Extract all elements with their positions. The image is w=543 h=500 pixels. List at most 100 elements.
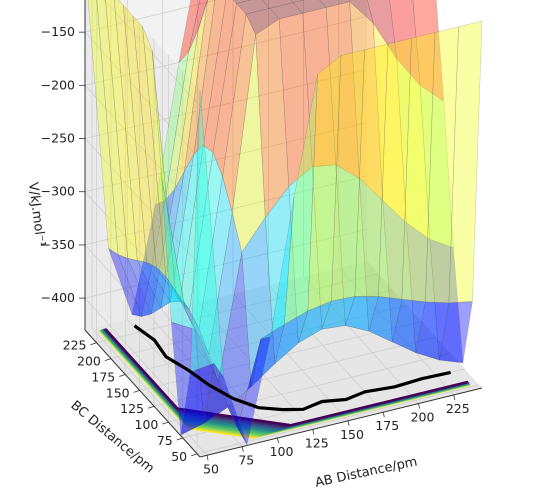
x-tick-label: 50 <box>203 461 219 476</box>
surface-patch <box>194 329 229 424</box>
x-tick <box>347 420 350 426</box>
surface-patch <box>122 4 157 268</box>
surface-patch <box>193 0 227 155</box>
trajectory <box>133 324 451 412</box>
surface-patch <box>290 0 305 3</box>
surface-patch <box>141 188 176 317</box>
surface-patch <box>274 310 309 365</box>
surface-patch <box>236 0 271 15</box>
y-tick <box>90 342 97 346</box>
y-tick-label: 150 <box>106 385 130 400</box>
surface-patch <box>312 164 346 330</box>
y-tick <box>147 405 155 409</box>
x-axis-label: AB Distance/pm <box>314 454 419 490</box>
surface-patch <box>87 0 119 256</box>
x-tick-label: 225 <box>446 401 470 416</box>
surface-patch <box>208 212 243 383</box>
surface-patch <box>156 267 190 311</box>
z-tick-label: −200 <box>41 77 75 92</box>
grid-line <box>84 244 201 373</box>
grid-line <box>84 138 201 266</box>
x-tick-labels: 50 75 100 125 150 175 200 225 <box>203 394 470 476</box>
surface-patch <box>349 1 384 202</box>
surface-patch <box>131 200 166 317</box>
x-tick <box>206 455 209 461</box>
grid-line <box>84 69 368 139</box>
surface-patch <box>151 50 186 311</box>
surface-patch <box>150 171 185 315</box>
y-tick-label: 200 <box>77 354 101 369</box>
surface-patch <box>406 222 440 361</box>
y-tick <box>190 453 198 457</box>
y-tick <box>133 389 140 393</box>
z-tick-label: −250 <box>41 131 75 146</box>
surface-patch <box>142 26 176 292</box>
surface-patch <box>344 296 379 332</box>
grid-line <box>84 15 368 86</box>
surface-patch <box>288 166 323 344</box>
contour-line <box>104 328 469 427</box>
x-tick-label: 150 <box>340 427 364 442</box>
surface-patch <box>331 49 365 302</box>
surface-patch <box>189 151 223 330</box>
surface-patch <box>184 309 219 382</box>
x-tick-label: 175 <box>375 418 399 433</box>
surface-patch <box>269 2 304 20</box>
grid-line <box>84 228 368 299</box>
surface-patch <box>260 197 295 340</box>
x-tick-label: 100 <box>270 444 294 459</box>
z-tick-label: −150 <box>41 24 75 39</box>
surface-patch <box>108 247 142 317</box>
grid-line <box>84 191 201 319</box>
grid-line <box>84 122 368 193</box>
surface-patch <box>429 238 464 364</box>
y-tick <box>104 358 112 361</box>
potential-surface <box>87 0 483 446</box>
surface-patch <box>359 177 393 343</box>
surface-patch <box>222 13 256 213</box>
z-tick-label: −400 <box>41 290 75 305</box>
surface-patch <box>114 0 148 263</box>
surface-patch <box>127 258 162 315</box>
surface-patch <box>105 0 138 261</box>
surface-patch <box>197 0 208 30</box>
surface-patch <box>170 144 204 303</box>
y-tick-label: 175 <box>91 369 115 384</box>
surface-patch <box>232 0 252 4</box>
surface-patch <box>132 15 167 278</box>
x-axis-line <box>199 387 483 458</box>
grid-line <box>139 320 422 391</box>
grid-line <box>103 0 201 107</box>
grid-line <box>168 352 451 423</box>
surface-patch <box>184 0 216 172</box>
z-tick-labels: −100−150−200−250−300−350−400 <box>41 24 85 305</box>
x-tick-label: 75 <box>238 453 254 468</box>
contour-lines <box>98 328 471 439</box>
surface-patch <box>231 34 266 253</box>
surface-patch <box>175 291 209 355</box>
surface-patch <box>161 177 196 330</box>
surface-patch <box>96 0 128 259</box>
grid-line <box>84 85 201 213</box>
surface-patch <box>212 2 247 178</box>
surface-patch <box>415 301 450 361</box>
surface-patch <box>160 153 195 309</box>
surface-patch <box>255 18 290 219</box>
x-tick-label: 125 <box>305 435 329 450</box>
x-tick <box>277 437 279 444</box>
x-tick <box>453 394 456 400</box>
surface-patch <box>265 185 299 365</box>
surface-patch <box>439 301 473 364</box>
surface-patch <box>448 20 483 304</box>
surface-patch <box>278 12 313 187</box>
surface-patch <box>367 0 397 59</box>
trajectory-line <box>133 324 451 412</box>
surface-patch <box>307 54 342 312</box>
x-tick <box>418 403 420 409</box>
surface-patch <box>347 0 374 24</box>
surface-patch <box>425 26 459 304</box>
surface-patch <box>174 0 208 190</box>
surface-patch <box>203 362 238 429</box>
surface-patch <box>188 0 208 52</box>
surface-patch <box>171 321 205 436</box>
